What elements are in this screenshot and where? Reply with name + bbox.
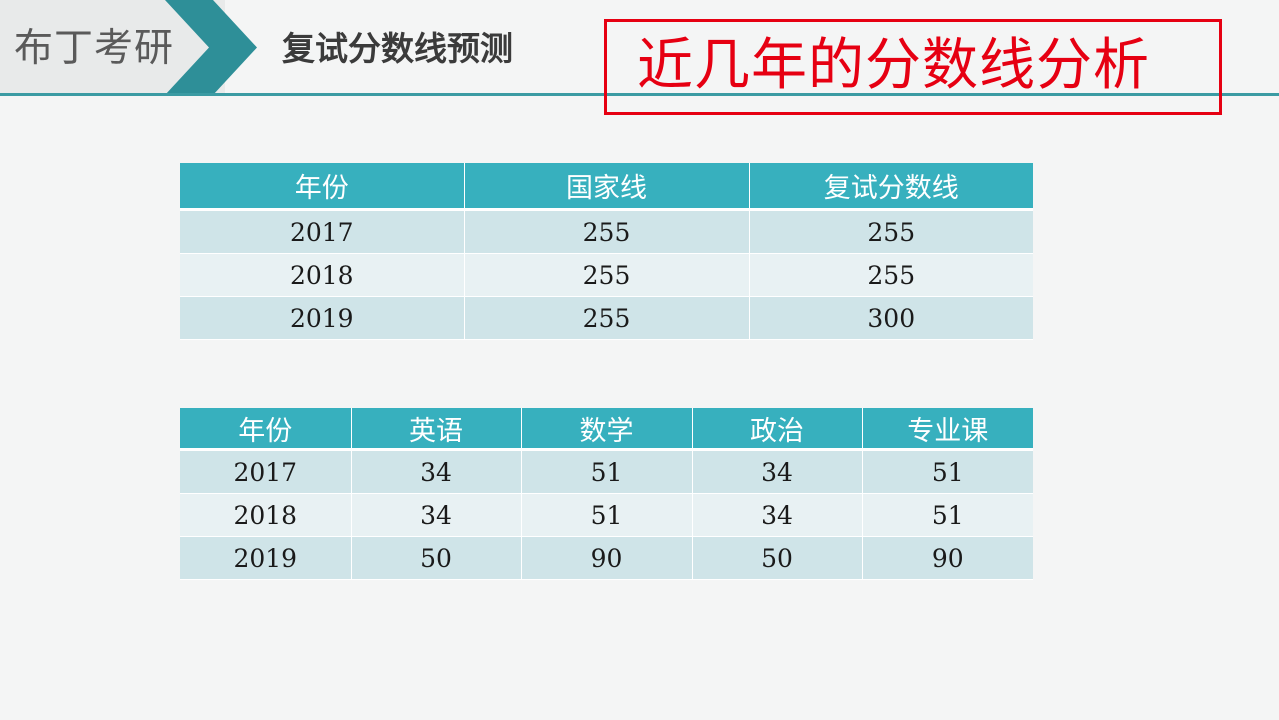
table-cell: 50 bbox=[692, 536, 863, 580]
table-row: 2018 34 51 34 51 bbox=[180, 493, 1033, 537]
table-cell: 255 bbox=[464, 253, 750, 297]
column-header-politics: 政治 bbox=[692, 408, 863, 451]
table-header-row: 年份 国家线 复试分数线 bbox=[180, 163, 1033, 211]
section-title: 复试分数线预测 bbox=[282, 29, 513, 68]
column-header-english: 英语 bbox=[351, 408, 522, 451]
column-header-year: 年份 bbox=[180, 408, 352, 451]
table-cell: 90 bbox=[862, 536, 1033, 580]
score-line-table: 年份 国家线 复试分数线 2017 255 255 2018 255 255 2… bbox=[180, 163, 1033, 340]
table-row: 2019 50 90 50 90 bbox=[180, 536, 1033, 580]
chevron-arrow-icon bbox=[165, 0, 257, 95]
brand-name: 布丁考研 bbox=[14, 26, 175, 71]
table-cell: 34 bbox=[692, 493, 863, 537]
table-cell: 34 bbox=[692, 449, 863, 494]
callout-box: 近几年的分数线分析 bbox=[604, 19, 1222, 115]
column-header-national-line: 国家线 bbox=[464, 163, 750, 211]
header-divider bbox=[0, 93, 1279, 96]
table-cell: 90 bbox=[521, 536, 693, 580]
table-cell: 51 bbox=[862, 449, 1033, 494]
column-header-retest-line: 复试分数线 bbox=[749, 163, 1033, 211]
table-cell: 2018 bbox=[180, 253, 465, 297]
table-row: 2019 255 300 bbox=[180, 296, 1033, 340]
subject-score-table: 年份 英语 数学 政治 专业课 2017 34 51 34 51 2018 34… bbox=[180, 408, 1033, 580]
table-cell: 2018 bbox=[180, 493, 352, 537]
table-cell: 255 bbox=[464, 296, 750, 340]
column-header-major-course: 专业课 bbox=[862, 408, 1033, 451]
table-cell: 34 bbox=[351, 449, 522, 494]
callout-text: 近几年的分数线分析 bbox=[637, 33, 1150, 98]
column-header-year: 年份 bbox=[180, 163, 465, 211]
header-bar: 布丁考研 复试分数线预测 bbox=[0, 0, 1279, 96]
table-cell: 2019 bbox=[180, 536, 352, 580]
table-cell: 2017 bbox=[180, 209, 465, 254]
table-cell: 51 bbox=[862, 493, 1033, 537]
table-cell: 51 bbox=[521, 449, 693, 494]
table-cell: 300 bbox=[749, 296, 1033, 340]
table-cell: 255 bbox=[464, 209, 750, 254]
table-header-row: 年份 英语 数学 政治 专业课 bbox=[180, 408, 1033, 451]
table-row: 2017 255 255 bbox=[180, 209, 1033, 254]
table-cell: 255 bbox=[749, 209, 1033, 254]
table-cell: 34 bbox=[351, 493, 522, 537]
table-row: 2018 255 255 bbox=[180, 253, 1033, 297]
table-row: 2017 34 51 34 51 bbox=[180, 449, 1033, 494]
table-cell: 2017 bbox=[180, 449, 352, 494]
table-cell: 2019 bbox=[180, 296, 465, 340]
column-header-math: 数学 bbox=[521, 408, 693, 451]
table-cell: 51 bbox=[521, 493, 693, 537]
table-cell: 255 bbox=[749, 253, 1033, 297]
table-cell: 50 bbox=[351, 536, 522, 580]
